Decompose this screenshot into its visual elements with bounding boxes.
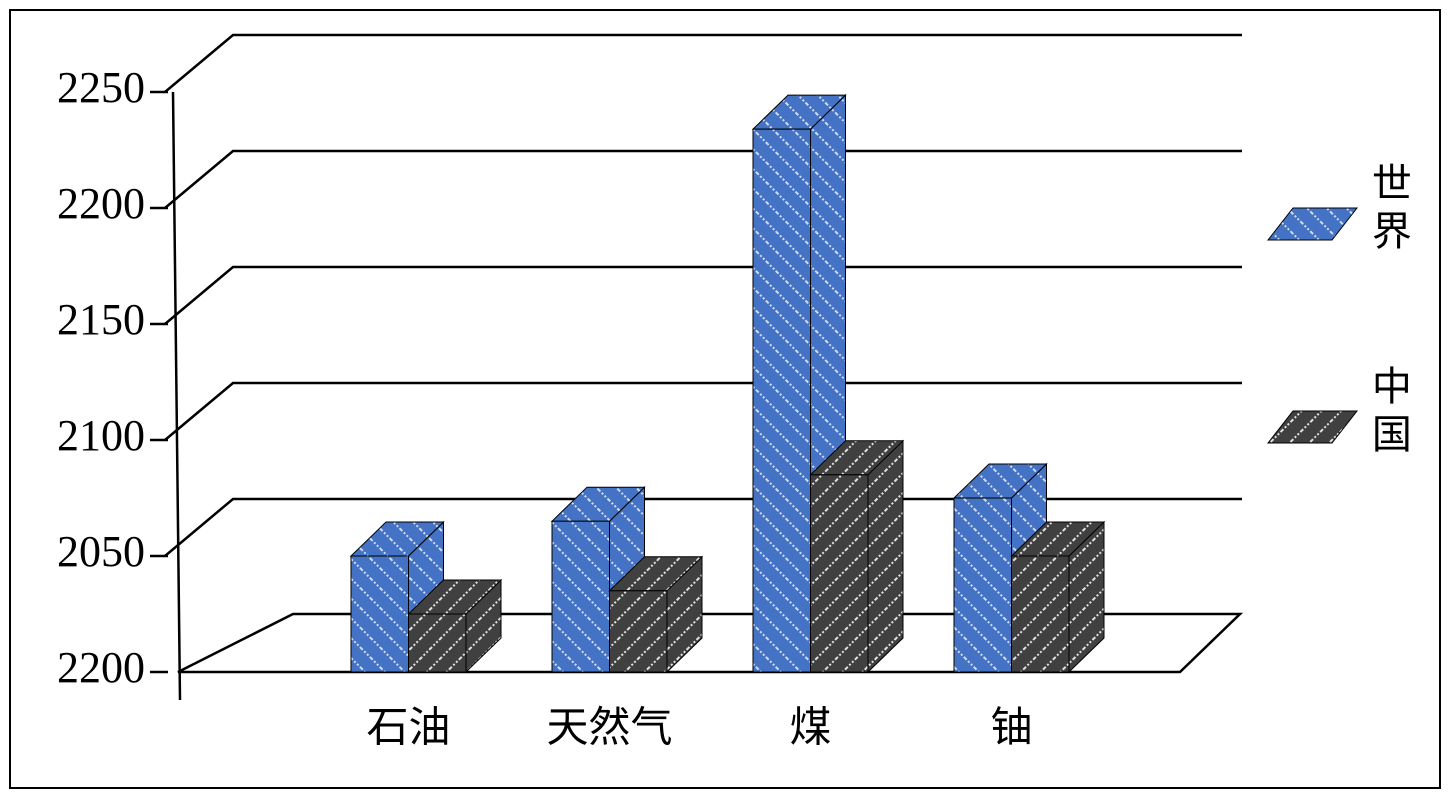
y-tick-label: 2200 (57, 643, 145, 692)
y-tick-label: 2050 (57, 527, 145, 576)
bar (810, 474, 869, 673)
grid-line (164, 497, 1242, 557)
bar (551, 520, 610, 673)
legend-swatch (1266, 410, 1359, 444)
legend-label: 中国 (1366, 365, 1411, 461)
y-tick-label: 2200 (57, 179, 145, 228)
legend-label: 世界 (1366, 162, 1411, 258)
y-tick-label: 2250 (57, 63, 145, 112)
x-tick-label: 煤 (789, 706, 831, 752)
x-tick-label: 天然气 (546, 705, 672, 752)
x-tick-label: 石油 (366, 706, 450, 752)
grid-line (164, 33, 1242, 93)
legend-swatch (1266, 207, 1359, 241)
bar-side (867, 439, 904, 674)
bar (408, 613, 467, 673)
grid-line (164, 149, 1242, 209)
y-tick-label: 2150 (57, 295, 145, 344)
bar (1011, 555, 1070, 673)
bar (953, 497, 1012, 673)
bar (609, 590, 668, 673)
frame (9, 9, 1441, 789)
y-axis (171, 91, 182, 701)
grid-line (164, 265, 1242, 325)
bar (350, 555, 409, 673)
bar (752, 128, 811, 673)
grid-line (164, 381, 1242, 441)
x-tick-label: 铀 (990, 706, 1032, 752)
y-tick-label: 2100 (57, 411, 145, 460)
